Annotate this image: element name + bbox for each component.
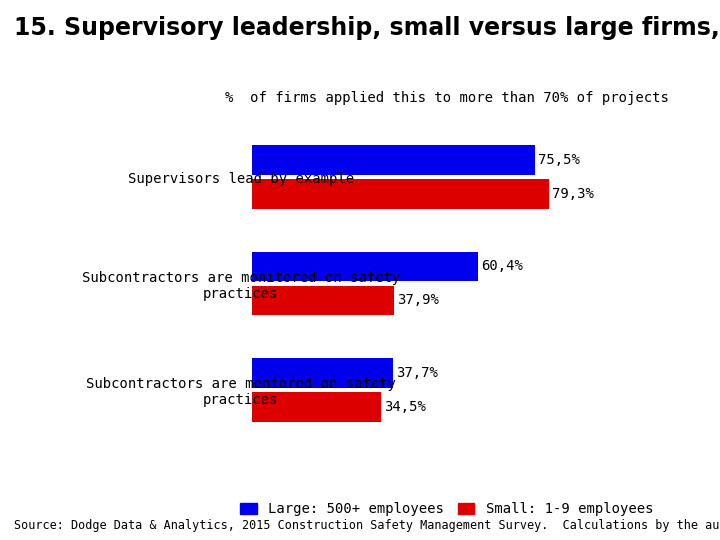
Text: 15. Supervisory leadership, small versus large firms, 2015: 15. Supervisory leadership, small versus… <box>14 16 720 40</box>
Text: 79,3%: 79,3% <box>552 187 594 201</box>
Text: 60,4%: 60,4% <box>481 259 523 273</box>
Text: 34,5%: 34,5% <box>384 400 426 414</box>
Text: 37,9%: 37,9% <box>397 293 438 307</box>
Bar <box>252 392 381 422</box>
Text: 37,7%: 37,7% <box>396 366 438 380</box>
Bar <box>252 358 393 388</box>
Bar <box>252 179 549 209</box>
Bar <box>252 145 535 175</box>
Text: Source: Dodge Data & Analytics, 2015 Construction Safety Management Survey.  Cal: Source: Dodge Data & Analytics, 2015 Con… <box>14 519 720 532</box>
Bar <box>252 252 478 281</box>
Legend: Large: 500+ employees, Small: 1-9 employees: Large: 500+ employees, Small: 1-9 employ… <box>240 502 653 516</box>
Text: 75,5%: 75,5% <box>538 153 580 167</box>
Bar <box>252 286 394 315</box>
Text: %  of firms applied this to more than 70% of projects: % of firms applied this to more than 70%… <box>225 91 669 105</box>
